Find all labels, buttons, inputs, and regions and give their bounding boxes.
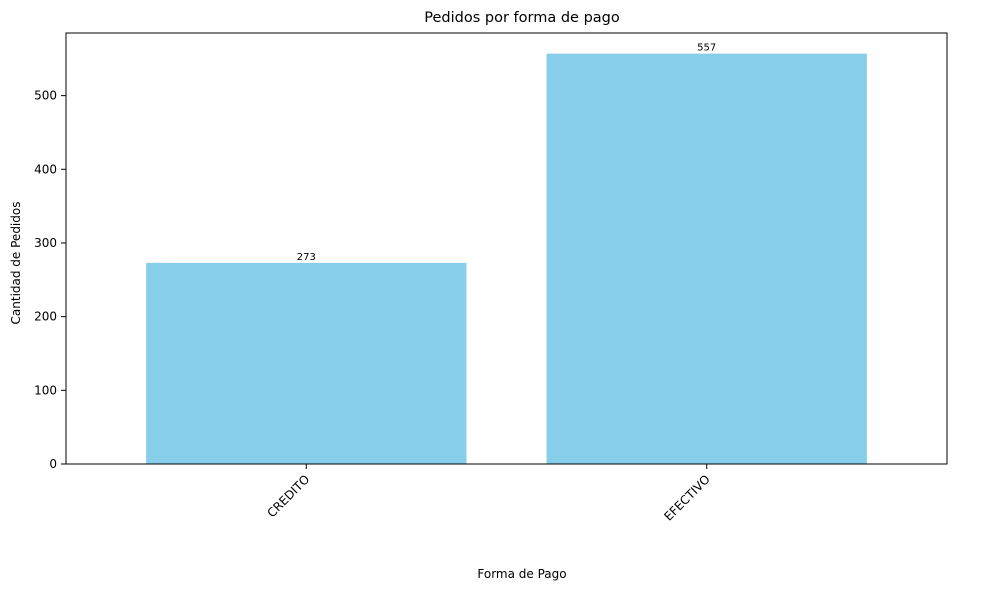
bar-value-label: 273 [297,252,316,263]
y-tick-label: 300 [34,236,57,250]
y-tick-label: 500 [34,89,57,103]
bars-group [146,53,867,464]
plot-frame [65,32,948,465]
bar-value-label: 557 [697,43,716,54]
bar-credito [146,262,467,464]
y-tick-label: 200 [34,310,57,324]
bar-labels-group: 273 557 [297,43,717,263]
bar-efectivo [546,53,867,464]
chart-title: Pedidos por forma de pago [424,10,620,26]
y-tick-label: 100 [34,383,57,397]
y-axis-ticks: 0 100 200 300 400 500 [34,89,66,471]
y-tick-label: 0 [49,457,57,471]
y-axis-label: Cantidad de Pedidos [9,202,23,325]
y-tick-label: 400 [34,162,57,176]
x-axis-label: Forma de Pago [477,567,566,581]
